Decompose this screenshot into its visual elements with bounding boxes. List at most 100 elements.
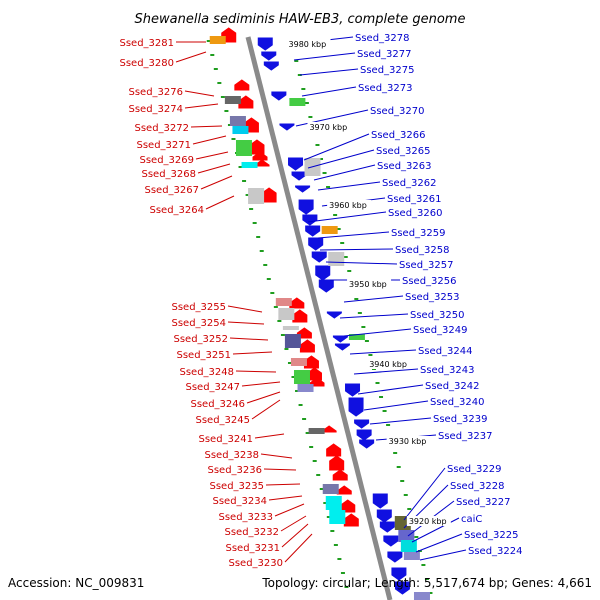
- forward-leader-line: [363, 400, 429, 411]
- reverse-gene-label: Ssed_3272: [134, 123, 189, 134]
- reverse-gene-arrow: [329, 455, 345, 471]
- forward-gene-label: Ssed_3250: [410, 310, 465, 321]
- forward-gene-arrow: [311, 251, 327, 263]
- left-tick: [312, 460, 317, 462]
- forward-gene-arrow: [263, 61, 279, 71]
- reverse-gene-label: Ssed_3271: [136, 140, 191, 151]
- right-tick: [428, 592, 433, 594]
- cog-category-box: [289, 98, 306, 106]
- forward-gene-label: Ssed_3229: [447, 464, 502, 475]
- forward-gene-label: Ssed_3259: [391, 228, 446, 239]
- cog-category-box: [224, 96, 241, 104]
- forward-gene-arrow: [291, 171, 307, 181]
- forward-leader-line: [313, 164, 376, 181]
- forward-gene-label: Ssed_3253: [405, 292, 460, 303]
- left-tick: [231, 138, 236, 140]
- reverse-leader-line: [184, 103, 219, 109]
- left-tick: [309, 446, 314, 448]
- reverse-gene-label: Ssed_3269: [139, 155, 194, 166]
- cog-category-box: [398, 530, 415, 542]
- forward-leader-line: [317, 181, 381, 191]
- reverse-gene-label: Ssed_3268: [141, 169, 196, 180]
- forward-gene-arrow: [295, 185, 311, 193]
- right-tick: [424, 578, 429, 580]
- reverse-gene-label: Ssed_3230: [228, 558, 283, 569]
- reverse-gene-arrow: [299, 339, 315, 353]
- left-tick: [291, 376, 296, 378]
- forward-gene-arrow: [288, 157, 304, 171]
- reverse-leader-line: [235, 370, 277, 373]
- left-tick: [319, 488, 324, 490]
- left-tick: [242, 180, 247, 182]
- cog-category-box: [413, 592, 430, 600]
- left-tick: [256, 236, 261, 238]
- forward-leader-line: [403, 467, 446, 521]
- cog-category-box: [328, 252, 345, 266]
- right-tick: [364, 340, 369, 342]
- left-tick: [252, 222, 257, 224]
- reverse-leader-line: [197, 163, 231, 174]
- left-tick: [305, 432, 310, 434]
- forward-gene-label: Ssed_3278: [355, 33, 410, 44]
- cog-category-box: [293, 370, 310, 384]
- right-tick: [343, 256, 348, 258]
- forward-leader-line: [349, 349, 417, 355]
- left-tick: [238, 166, 243, 168]
- forward-gene-label: Ssed_3224: [468, 546, 523, 557]
- forward-leader-line: [339, 313, 409, 319]
- forward-gene-arrow: [376, 509, 392, 523]
- genome-backbone: [245, 36, 393, 600]
- forward-leader-line: [357, 384, 424, 395]
- forward-leader-line: [307, 149, 375, 169]
- left-tick: [287, 362, 292, 364]
- reverse-gene-label: Ssed_3254: [171, 318, 226, 329]
- forward-gene-label: Ssed_3249: [413, 325, 468, 336]
- forward-leader-line: [415, 533, 463, 553]
- forward-gene-arrow: [354, 419, 370, 429]
- cog-category-box: [329, 510, 346, 524]
- cog-category-box: [290, 358, 307, 366]
- reverse-gene-arrow: [340, 499, 356, 513]
- forward-gene-arrow: [332, 335, 348, 343]
- kbp-label: 3950 kbp: [349, 280, 387, 289]
- left-tick: [295, 390, 300, 392]
- topology-label: Topology: circular; Length: 5,517,674 bp…: [261, 576, 592, 590]
- right-tick: [326, 186, 331, 188]
- reverse-leader-line: [284, 533, 313, 563]
- forward-leader-line: [303, 133, 370, 161]
- forward-gene-arrow: [308, 237, 324, 251]
- kbp-label-background: [347, 279, 392, 289]
- forward-leader-line: [319, 248, 394, 251]
- reverse-leader-line: [232, 351, 273, 355]
- reverse-gene-label: Ssed_3255: [171, 302, 226, 313]
- forward-leader-line: [353, 368, 419, 375]
- reverse-gene-arrow: [332, 469, 348, 481]
- left-tick: [266, 278, 271, 280]
- forward-gene-arrow: [257, 37, 273, 51]
- right-tick: [368, 354, 373, 356]
- right-tick: [386, 424, 391, 426]
- right-tick: [336, 228, 341, 230]
- forward-gene-label: Ssed_3266: [371, 130, 426, 141]
- cog-category-box: [284, 334, 301, 348]
- right-tick: [301, 88, 306, 90]
- reverse-gene-label: Ssed_3248: [179, 367, 234, 378]
- right-tick: [354, 298, 359, 300]
- kbp-label-background: [367, 359, 412, 369]
- reverse-gene-label: Ssed_3231: [225, 543, 280, 554]
- reverse-gene-label: Ssed_3247: [185, 382, 240, 393]
- forward-gene-label: Ssed_3237: [438, 431, 493, 442]
- reverse-gene-arrow: [336, 485, 352, 495]
- reverse-gene-label: Ssed_3251: [176, 350, 231, 361]
- reverse-leader-line: [254, 433, 285, 439]
- right-tick: [379, 396, 384, 398]
- reverse-gene-label: Ssed_3238: [204, 450, 259, 461]
- forward-gene-label: Ssed_3260: [388, 208, 443, 219]
- reverse-leader-line: [274, 503, 305, 517]
- reverse-leader-line: [195, 151, 229, 160]
- kbp-label-background: [327, 200, 372, 210]
- reverse-gene-arrow: [289, 297, 305, 309]
- forward-gene-label: Ssed_3263: [377, 161, 432, 172]
- reverse-gene-label: Ssed_3234: [212, 496, 267, 507]
- left-tick: [245, 194, 250, 196]
